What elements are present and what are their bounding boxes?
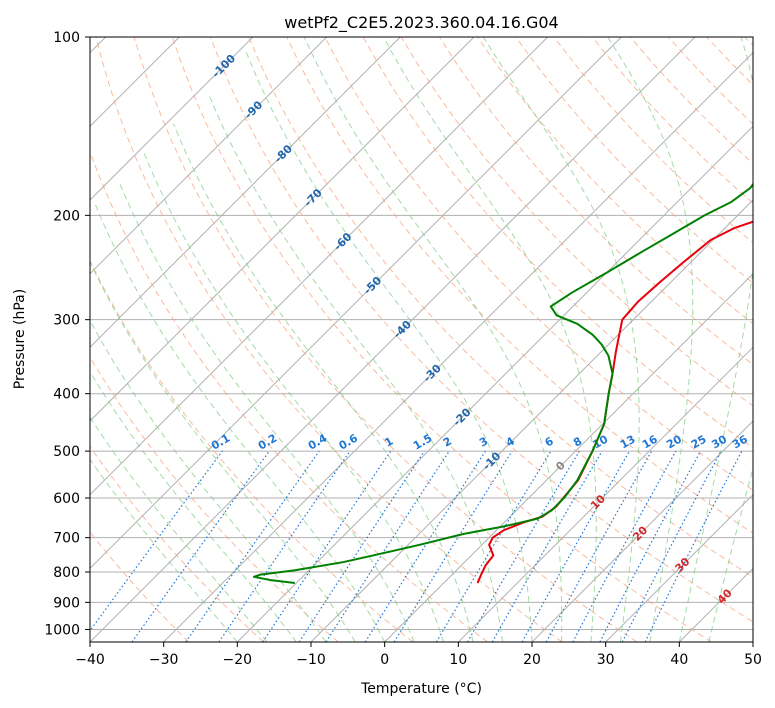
moist-adiabat-line [303, 37, 563, 642]
mixing-ratio-line [298, 450, 425, 642]
dry-adiabat-line [210, 37, 753, 623]
moist-adiabat-line [142, 149, 445, 642]
moist-adiabat-line [172, 123, 474, 642]
mixing-ratio-line [521, 450, 631, 642]
dewpoint-profile-line [252, 182, 753, 585]
dry-adiabat-line [171, 37, 712, 642]
mixing-ratio-line [218, 450, 351, 642]
moist-adiabat-line [90, 416, 268, 642]
y-tick-label: 1000 [44, 622, 80, 638]
x-tick-label: −10 [296, 652, 326, 668]
x-tick-label: 0 [380, 652, 389, 668]
dry-adiabat-line [90, 445, 264, 642]
chart-title: wetPf2_C2E5.2023.360.04.16.G04 [284, 13, 558, 33]
y-tick-label: 400 [53, 387, 80, 403]
x-tick-label: 20 [523, 652, 541, 668]
dry-adiabat-line [248, 37, 753, 578]
dry-adiabat-line [133, 37, 638, 642]
x-tick-label: 10 [449, 652, 467, 668]
temperature-profile-line [476, 220, 753, 584]
isotherm-line [90, 37, 328, 275]
isotherm-line [90, 37, 622, 570]
moist-adiabat-line [208, 94, 504, 642]
moist-adiabat-line [678, 37, 753, 642]
x-tick-label: 30 [597, 652, 615, 668]
isotherm-line [90, 37, 401, 349]
dry-adiabat-line [90, 356, 339, 642]
isotherm-line [90, 37, 549, 496]
y-tick-label: 100 [53, 30, 80, 46]
moist-adiabat-line [482, 37, 640, 642]
y-tick-label: 200 [53, 208, 80, 224]
moist-adiabat-line [118, 180, 415, 642]
mixing-ratio-line [644, 450, 743, 642]
isotherm-line [384, 272, 753, 642]
mixing-ratio-line [262, 450, 392, 642]
x-tick-label: −30 [149, 652, 179, 668]
isotherm-line [90, 37, 254, 201]
moist-adiabat-line [93, 201, 386, 642]
dry-adiabat-line [515, 37, 753, 284]
isotherm-line [236, 125, 753, 642]
y-tick-label: 600 [53, 491, 80, 507]
y-tick-label: 300 [53, 313, 80, 329]
mixing-ratio-line [90, 450, 223, 632]
dry-adiabat-line [324, 37, 753, 491]
y-tick-label: 700 [53, 531, 80, 547]
mixing-ratio-line [325, 450, 450, 642]
x-tick-label: 50 [744, 652, 762, 668]
x-tick-label: 40 [670, 652, 688, 668]
mixing-ratio-line [545, 450, 653, 642]
isotherm-line [90, 37, 475, 422]
isotherm-line [163, 51, 753, 642]
isotherm-line [90, 37, 696, 642]
x-axis-label: Temperature (°C) [360, 681, 482, 697]
dry-adiabat-line [90, 259, 414, 642]
isotherm-line [457, 346, 753, 642]
y-axis-label: Pressure (hPa) [12, 289, 28, 389]
moist-adiabat-line [244, 49, 533, 642]
y-tick-label: 900 [53, 595, 80, 611]
y-tick-label: 800 [53, 565, 80, 581]
x-tick-label: −40 [75, 652, 105, 668]
moist-adiabat-line [383, 37, 597, 642]
mixing-ratio-line [131, 450, 270, 642]
plot-frame [89, 36, 754, 643]
y-tick-label: 500 [53, 444, 80, 460]
moist-adiabat-line [708, 466, 753, 642]
moist-adiabat-line [607, 37, 694, 642]
moist-adiabat-line [90, 370, 297, 642]
mixing-ratio-line [393, 450, 513, 642]
dry-adiabat-line [95, 37, 563, 642]
moist-adiabat-line [90, 319, 327, 642]
mixing-ratio-line [572, 450, 677, 642]
mixing-ratio-line [185, 450, 320, 642]
isotherm-line [605, 493, 753, 642]
moist-adiabat-line [90, 260, 356, 642]
dry-adiabat-line [286, 37, 753, 534]
x-tick-label: −20 [223, 652, 253, 668]
isotherm-line [531, 420, 753, 642]
